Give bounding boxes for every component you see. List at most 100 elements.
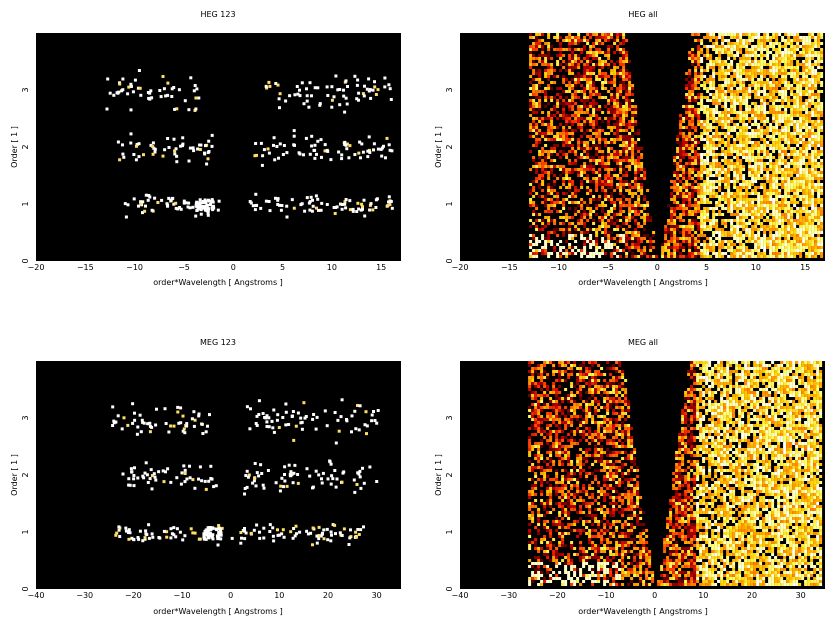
heatmap-cell — [724, 192, 728, 195]
heatmap-cell — [634, 168, 638, 171]
heatmap-cell — [355, 210, 359, 213]
heatmap-cell — [724, 174, 728, 177]
heatmap-cell — [172, 86, 176, 89]
heatmap-cell — [811, 225, 815, 228]
heatmap-cell — [187, 201, 191, 205]
heatmap-cell — [814, 213, 818, 216]
heatmap-cell — [550, 186, 554, 189]
heatmap-cell — [251, 204, 255, 208]
heatmap-cell — [721, 60, 725, 63]
heatmap-cell — [640, 252, 644, 255]
heatmap-cell — [541, 219, 545, 222]
heatmap-cell — [784, 198, 788, 201]
heatmap-cell — [703, 123, 707, 126]
heatmap-cell — [601, 51, 605, 54]
heatmap-cell — [694, 99, 698, 102]
heatmap-cell — [619, 48, 623, 51]
heatmap-cell — [532, 156, 536, 159]
heatmap-cell — [574, 81, 578, 84]
heatmap-cell — [751, 225, 755, 228]
heatmap-cell — [193, 84, 197, 87]
heatmap-cell — [607, 90, 611, 93]
heatmap-cell — [817, 225, 821, 228]
heatmap-cell — [811, 249, 815, 252]
heatmap-cell — [763, 243, 767, 246]
heatmap-cell — [811, 177, 815, 180]
heatmap-cell — [805, 132, 809, 135]
heatmap-cell — [592, 222, 596, 225]
heatmap-cell — [814, 51, 818, 54]
heatmap-cell — [619, 75, 623, 78]
heatmap-cell — [820, 159, 824, 162]
heatmap-cell — [595, 153, 599, 156]
heatmap-cell — [700, 168, 704, 171]
heatmap-cell — [616, 228, 620, 231]
heatmap-cell — [730, 219, 734, 222]
heatmap-cell — [766, 240, 770, 243]
heatmap-cell — [700, 51, 704, 54]
heatmap-cell — [685, 204, 689, 207]
heatmap-cell — [718, 204, 722, 207]
heatmap-cell — [577, 219, 581, 222]
heatmap-cell — [559, 165, 563, 168]
heatmap-cell — [631, 126, 635, 129]
heatmap-cell — [703, 210, 707, 213]
heatmap-cell — [796, 93, 800, 96]
heatmap-cell — [778, 123, 782, 126]
heatmap-cell — [634, 237, 638, 240]
heatmap-cell — [628, 198, 632, 201]
heatmap-cell — [730, 249, 734, 252]
heatmap-cell — [598, 177, 602, 180]
heatmap-cell — [754, 171, 758, 174]
heatmap-cell — [592, 123, 596, 126]
heatmap-cell — [784, 177, 788, 180]
heatmap-cell — [649, 237, 653, 240]
heatmap-cell — [691, 186, 695, 189]
heatmap-cell — [760, 207, 764, 210]
heatmap-cell — [814, 168, 818, 171]
heatmap-cell — [571, 123, 575, 126]
heatmap-cell — [724, 78, 728, 81]
heatmap-cell — [772, 93, 776, 96]
heatmap-cell — [721, 171, 725, 174]
heatmap-cell — [547, 138, 551, 141]
heatmap-cell — [781, 150, 785, 153]
heatmap-cell — [760, 204, 764, 207]
heatmap-cell — [763, 183, 767, 186]
heatmap-cell — [790, 195, 794, 198]
heatmap-cell — [793, 234, 797, 237]
heatmap-cell — [679, 150, 683, 153]
heatmap-cell — [162, 87, 166, 91]
heatmap-cell — [754, 96, 758, 99]
heatmap-cell — [589, 207, 593, 210]
heatmap-cell — [799, 168, 803, 171]
heatmap-cell — [598, 33, 602, 36]
heatmap-cell — [589, 129, 593, 132]
heatmap-cell — [298, 88, 301, 92]
heatmap-cell — [682, 249, 686, 252]
heatmap-cell — [547, 237, 551, 240]
heatmap-cell — [811, 96, 815, 99]
heatmap-cell — [706, 198, 710, 201]
heatmap-cell — [781, 213, 785, 216]
heatmap-cell — [694, 153, 698, 156]
heatmap-cell — [631, 243, 635, 246]
heatmap-cell — [574, 195, 578, 198]
heatmap-cell — [808, 126, 812, 129]
heatmap-cell — [820, 237, 824, 240]
heatmap-cell — [769, 237, 773, 240]
heatmap-cell — [739, 225, 743, 228]
heatmap-cell — [817, 66, 821, 69]
heatmap-cell — [808, 174, 812, 177]
heatmap-cell — [679, 195, 683, 198]
heatmap-cell — [709, 207, 713, 210]
heatmap-cell — [598, 216, 602, 219]
heatmap-cell — [371, 88, 375, 92]
heatmap-cell — [319, 208, 323, 212]
heatmap-cell — [760, 183, 764, 186]
heatmap-cell — [766, 33, 770, 36]
heatmap-cell — [715, 171, 719, 174]
heatmap-cell — [151, 145, 155, 149]
heatmap-cell — [682, 150, 686, 153]
heatmap-cell — [688, 81, 692, 84]
